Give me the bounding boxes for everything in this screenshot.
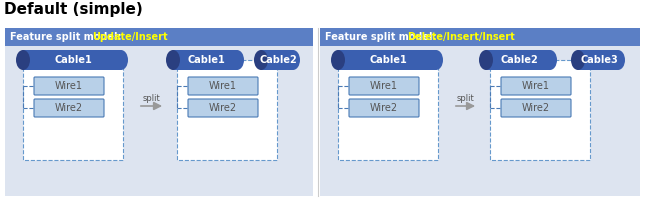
Ellipse shape <box>479 50 493 70</box>
Text: Default (simple): Default (simple) <box>4 2 143 17</box>
Text: split: split <box>143 94 161 103</box>
Bar <box>338 60 438 160</box>
Text: Cable2: Cable2 <box>501 55 539 65</box>
Text: Cable1: Cable1 <box>370 55 408 65</box>
FancyBboxPatch shape <box>23 50 121 70</box>
FancyBboxPatch shape <box>486 50 550 70</box>
Bar <box>320 28 640 46</box>
FancyBboxPatch shape <box>349 77 419 95</box>
Text: Wire2: Wire2 <box>209 103 237 113</box>
Text: Update/Insert: Update/Insert <box>92 32 168 42</box>
FancyBboxPatch shape <box>261 50 293 70</box>
Text: Wire2: Wire2 <box>370 103 398 113</box>
FancyBboxPatch shape <box>173 50 237 70</box>
FancyBboxPatch shape <box>34 77 104 95</box>
Text: Feature split model:: Feature split model: <box>10 32 125 42</box>
Ellipse shape <box>331 50 345 70</box>
Bar <box>5 28 313 46</box>
Bar <box>5 46 313 196</box>
Ellipse shape <box>286 50 300 70</box>
Text: Wire1: Wire1 <box>370 81 398 91</box>
Ellipse shape <box>16 50 30 70</box>
Bar <box>177 60 277 160</box>
Bar <box>320 46 640 196</box>
Ellipse shape <box>543 50 557 70</box>
Ellipse shape <box>571 50 585 70</box>
Text: Cable3: Cable3 <box>580 55 619 65</box>
FancyBboxPatch shape <box>188 99 258 117</box>
Bar <box>490 60 590 160</box>
Bar <box>23 60 123 160</box>
Text: Wire1: Wire1 <box>522 81 550 91</box>
FancyBboxPatch shape <box>578 50 618 70</box>
Ellipse shape <box>166 50 180 70</box>
Text: Wire2: Wire2 <box>522 103 550 113</box>
Ellipse shape <box>429 50 443 70</box>
Text: Cable1: Cable1 <box>188 55 225 65</box>
FancyBboxPatch shape <box>349 99 419 117</box>
FancyBboxPatch shape <box>338 50 436 70</box>
Text: Delete/Insert/Insert: Delete/Insert/Insert <box>407 32 515 42</box>
Ellipse shape <box>254 50 268 70</box>
Text: Cable2: Cable2 <box>260 55 297 65</box>
Ellipse shape <box>611 50 625 70</box>
Text: Feature split model:: Feature split model: <box>325 32 440 42</box>
Ellipse shape <box>114 50 128 70</box>
Text: Wire1: Wire1 <box>55 81 83 91</box>
FancyBboxPatch shape <box>34 99 104 117</box>
FancyBboxPatch shape <box>188 77 258 95</box>
Text: Cable1: Cable1 <box>55 55 92 65</box>
Ellipse shape <box>230 50 244 70</box>
FancyBboxPatch shape <box>501 99 571 117</box>
Text: Wire2: Wire2 <box>55 103 83 113</box>
Text: split: split <box>457 94 474 103</box>
Text: Wire1: Wire1 <box>209 81 237 91</box>
FancyBboxPatch shape <box>501 77 571 95</box>
